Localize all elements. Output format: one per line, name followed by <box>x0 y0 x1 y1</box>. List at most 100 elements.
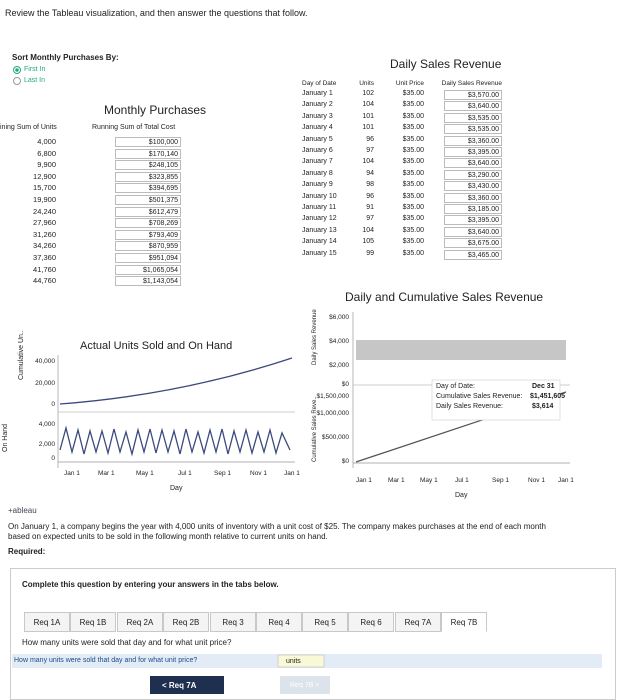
cost-cell: $394,695 <box>115 183 181 194</box>
x-tick-label: Jul 1 <box>178 470 192 477</box>
table-cell: 101 <box>362 124 374 132</box>
tab[interactable]: Req 2B <box>163 612 209 632</box>
problem-text: On January 1, a company begins the year … <box>8 522 546 541</box>
tab[interactable]: Req 4 <box>256 612 302 632</box>
x-tick-label: Jan 1 <box>64 470 80 477</box>
units-cell: 41,760 <box>33 264 56 274</box>
units-cell: 15,700 <box>33 183 56 193</box>
tab[interactable]: Req 5 <box>302 612 348 632</box>
table-cell: $35.00 <box>402 204 424 211</box>
units-cell: 27,960 <box>33 218 56 228</box>
sort-title: Sort Monthly Purchases By: <box>12 53 119 62</box>
x-tick-label: May 1 <box>420 477 438 484</box>
table-cell: $35.00 <box>402 226 424 234</box>
cost-cell: $1,065,054 <box>115 264 181 275</box>
tab[interactable]: Req 1B <box>70 612 116 632</box>
x-tick-label: Mar 1 <box>388 477 405 484</box>
table-cell: 97 <box>366 147 374 154</box>
revenue-cell: $3,290.00 <box>444 169 502 180</box>
tab[interactable]: Req 7A <box>395 612 441 632</box>
chart-title: Actual Units Sold and On Hand <box>80 340 233 352</box>
units-cell: 12,900 <box>33 171 56 181</box>
tab[interactable]: Req 1A <box>24 612 70 632</box>
tooltip-value: $3,614 <box>532 403 554 410</box>
axis-label: Day <box>170 485 183 492</box>
tooltip-value: Dec 31 <box>532 383 555 390</box>
table-cell: 91 <box>366 204 374 211</box>
y-tick-label: $1,500,000 <box>316 393 349 400</box>
column-header: Unit Price <box>395 80 424 87</box>
radio-dot <box>15 68 19 72</box>
date-cell: January 2 <box>302 101 333 109</box>
next-button[interactable] <box>280 676 330 694</box>
x-tick-label: Jan 1 <box>558 477 574 484</box>
table-cell: $35.00 <box>402 135 424 143</box>
table-cell: 101 <box>362 112 374 120</box>
table-title: Daily Sales Revenue <box>390 57 502 71</box>
table-cell: 105 <box>362 238 374 246</box>
x-tick-label: Jan 1 <box>284 470 300 477</box>
table-cell: $35.00 <box>402 181 424 189</box>
units-cell: 19,900 <box>33 195 56 204</box>
radio-label: Last In <box>24 77 46 84</box>
answer-input[interactable] <box>277 654 325 668</box>
panel-instruction: Complete this question by entering your … <box>22 580 279 589</box>
axis-label: Day <box>455 492 468 499</box>
axis-label: On Hand <box>2 423 9 452</box>
date-cell: January 9 <box>302 181 333 189</box>
tooltip-box <box>431 379 561 421</box>
date-cell: January 4 <box>302 124 333 132</box>
date-cell: January 12 <box>302 215 337 223</box>
next-label: Req 7B > <box>290 682 320 689</box>
chart-title: Daily and Cumulative Sales Revenue <box>345 290 544 304</box>
x-tick-label: Jan 1 <box>356 477 372 484</box>
table-title: Monthly Purchases <box>104 103 207 117</box>
date-cell: January 3 <box>302 112 333 120</box>
tooltip-label: Cumulative Sales Revenue: <box>436 393 523 400</box>
units-cell: 24,240 <box>33 206 56 216</box>
revenue-cell: $3,185.00 <box>444 204 502 214</box>
date-cell: January 11 <box>302 204 337 211</box>
date-cell: January 7 <box>302 158 333 166</box>
table-cell: 96 <box>366 135 374 143</box>
prev-button[interactable] <box>150 676 224 694</box>
y-tick-label: $0 <box>341 458 349 465</box>
revenue-cell: $3,570.00 <box>444 90 502 100</box>
revenue-cell: $3,395.00 <box>444 147 502 157</box>
table-cell: 104 <box>362 226 374 234</box>
cumulative-line <box>59 357 293 405</box>
date-cell: January 6 <box>302 147 333 154</box>
revenue-cell: $3,465.00 <box>444 249 502 260</box>
tooltip-label: Day of Date: <box>436 383 475 390</box>
table-cell: 98 <box>366 181 374 189</box>
y-tick-label: $4,000 <box>329 338 349 345</box>
axis-label: Cumulative Sales Reve.. <box>312 396 318 462</box>
revenue-cell: $3,360.00 <box>444 135 502 146</box>
tab[interactable]: Req 7B <box>441 612 487 632</box>
table-cell: 104 <box>362 158 374 166</box>
input-unit: units <box>286 658 301 665</box>
x-tick-label: Nov 1 <box>528 477 545 484</box>
table-cell: $35.00 <box>402 112 424 120</box>
cost-cell: $870,959 <box>115 241 181 252</box>
prev-label: < Req 7A <box>162 681 197 690</box>
tab[interactable]: Req 3 <box>210 612 256 632</box>
cost-cell: $100,000 <box>115 137 181 147</box>
table-cell: $35.00 <box>402 90 424 97</box>
y-tick-label: 20,000 <box>35 380 55 387</box>
units-cell: 6,800 <box>37 148 56 158</box>
required: Required: <box>8 547 46 556</box>
date-cell: January 5 <box>302 135 333 143</box>
revenue-cell: $3,395.00 <box>444 215 502 226</box>
cost-cell: $248,105 <box>115 160 181 171</box>
tab[interactable]: Req 6 <box>348 612 394 632</box>
brand: +ableau <box>8 506 37 515</box>
radio[interactable] <box>13 77 21 85</box>
tab[interactable]: Req 2A <box>117 612 163 632</box>
table-cell: 99 <box>366 249 374 257</box>
revenue-cell: $3,535.00 <box>444 124 502 135</box>
table-cell: 102 <box>362 90 374 97</box>
table-cell: $35.00 <box>402 169 424 177</box>
instruction: Review the Tableau visualization, and th… <box>5 8 308 18</box>
y-tick-label: $1,000,000 <box>316 410 349 417</box>
